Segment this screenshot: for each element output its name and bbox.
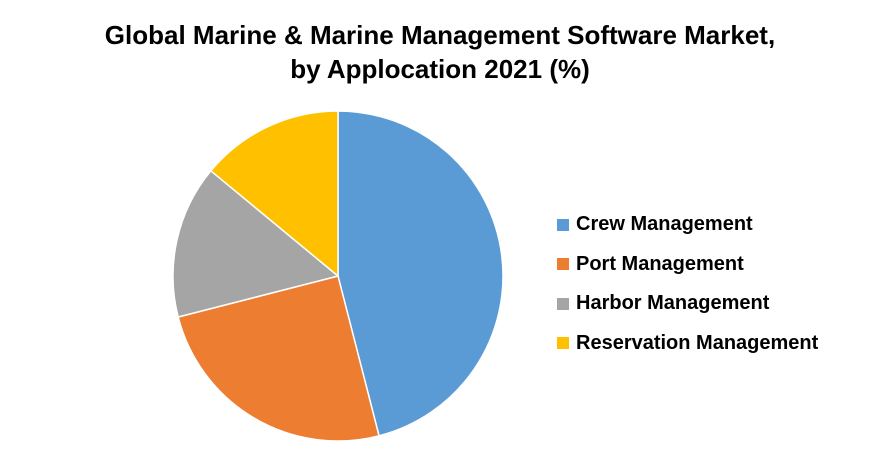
- chart-title: Global Marine & Marine Management Softwa…: [0, 18, 880, 86]
- legend-swatch: [557, 258, 569, 271]
- pie-slices: [172, 110, 504, 442]
- legend-label: Crew Management: [576, 213, 753, 236]
- legend-swatch: [557, 218, 569, 231]
- legend-label: Reservation Management: [576, 331, 819, 354]
- chart-legend: Crew Management Port Management Harbor Man…: [557, 205, 818, 363]
- legend-swatch: [557, 297, 569, 310]
- pie-slice-harbor-management: [172, 169, 340, 318]
- pie-slice-reservation-management: [209, 110, 339, 278]
- legend-label: Harbor Management: [576, 292, 770, 315]
- legend-swatch: [557, 337, 569, 350]
- chart-title-line1: Global Marine & Marine Management Softwa…: [104, 20, 776, 50]
- legend-label: Port Management: [576, 252, 744, 275]
- pie-slice-crew-management: [337, 110, 504, 437]
- legend-item: Crew Management: [557, 205, 818, 245]
- legend-item: Reservation Management: [557, 324, 818, 364]
- legend-item: Harbor Management: [557, 284, 818, 324]
- chart-subtitle: by Applocation 2021 (%): [290, 54, 590, 84]
- legend-item: Port Management: [557, 245, 818, 285]
- pie-slice-port-management: [177, 275, 380, 442]
